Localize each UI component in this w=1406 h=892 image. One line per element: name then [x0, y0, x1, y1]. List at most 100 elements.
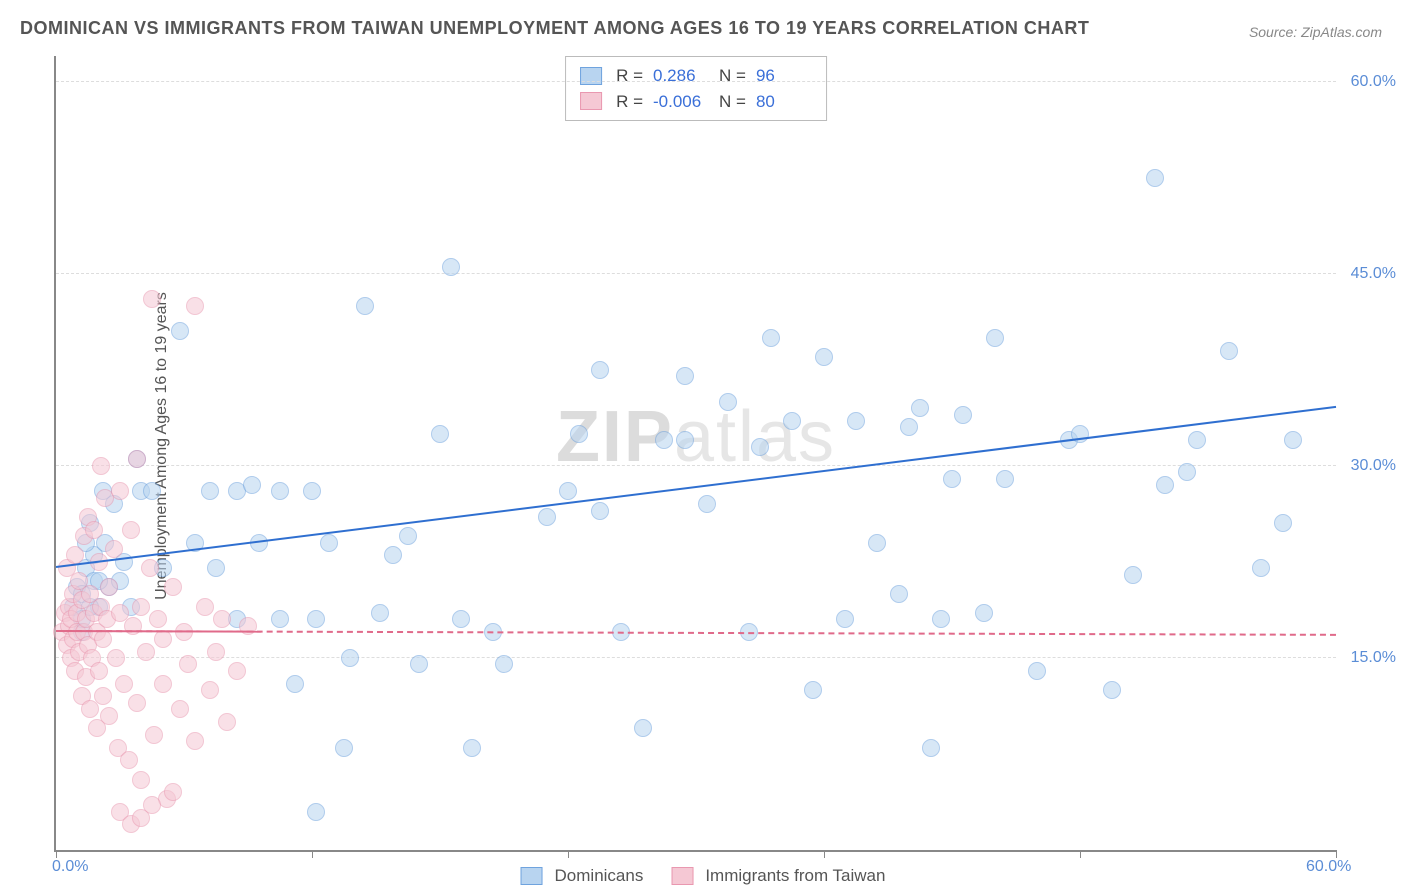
scatter-point	[154, 675, 172, 693]
legend-label-1: Dominicans	[555, 866, 644, 886]
scatter-point	[676, 431, 694, 449]
scatter-point	[975, 604, 993, 622]
scatter-point	[570, 425, 588, 443]
scatter-point	[218, 713, 236, 731]
scatter-point	[836, 610, 854, 628]
scatter-point	[943, 470, 961, 488]
scatter-point	[591, 361, 609, 379]
scatter-point	[762, 329, 780, 347]
scatter-point	[128, 694, 146, 712]
x-tick-label: 0.0%	[52, 858, 88, 876]
scatter-point	[1274, 514, 1292, 532]
scatter-point	[105, 540, 123, 558]
gridline-h	[56, 81, 1336, 82]
scatter-point	[559, 482, 577, 500]
scatter-point	[384, 546, 402, 564]
scatter-point	[591, 502, 609, 520]
legend-swatch-1	[521, 867, 543, 885]
scatter-point	[442, 258, 460, 276]
scatter-point	[655, 431, 673, 449]
bottom-legend: Dominicans Immigrants from Taiwan	[521, 866, 886, 886]
scatter-point	[201, 681, 219, 699]
y-tick-label: 60.0%	[1351, 73, 1396, 91]
stat-N-label: N =	[719, 89, 746, 115]
scatter-point	[149, 610, 167, 628]
scatter-point	[115, 675, 133, 693]
legend-swatch-2	[671, 867, 693, 885]
scatter-point	[128, 450, 146, 468]
scatter-point	[986, 329, 1004, 347]
scatter-point	[900, 418, 918, 436]
x-tick-label: 60.0%	[1306, 858, 1351, 876]
scatter-point	[186, 297, 204, 315]
scatter-point	[1284, 431, 1302, 449]
scatter-point	[1178, 463, 1196, 481]
scatter-point	[111, 482, 129, 500]
scatter-point	[1146, 169, 1164, 187]
stat-N-label: N =	[719, 63, 746, 89]
scatter-point	[100, 578, 118, 596]
scatter-point	[890, 585, 908, 603]
scatter-point	[463, 739, 481, 757]
swatch-series-2	[580, 92, 602, 110]
scatter-point	[356, 297, 374, 315]
x-tick-mark	[1336, 850, 1337, 858]
scatter-point	[271, 610, 289, 628]
stat-N-value-1: 96	[756, 63, 812, 89]
scatter-point	[341, 649, 359, 667]
scatter-point	[320, 534, 338, 552]
scatter-point	[932, 610, 950, 628]
scatter-point	[815, 348, 833, 366]
x-tick-mark	[1080, 850, 1081, 858]
legend-item-2: Immigrants from Taiwan	[671, 866, 885, 886]
stat-R-value-1: 0.286	[653, 63, 709, 89]
stat-R-value-2: -0.006	[653, 89, 709, 115]
scatter-point	[1156, 476, 1174, 494]
scatter-point	[847, 412, 865, 430]
scatter-point	[783, 412, 801, 430]
y-tick-label: 30.0%	[1351, 457, 1396, 475]
scatter-point	[207, 643, 225, 661]
scatter-point	[164, 578, 182, 596]
scatter-point	[495, 655, 513, 673]
scatter-point	[868, 534, 886, 552]
chart-title: DOMINICAN VS IMMIGRANTS FROM TAIWAN UNEM…	[20, 18, 1089, 39]
scatter-point	[85, 521, 103, 539]
scatter-point	[996, 470, 1014, 488]
scatter-point	[207, 559, 225, 577]
scatter-point	[335, 739, 353, 757]
scatter-point	[94, 630, 112, 648]
source-label: Source: ZipAtlas.com	[1249, 24, 1382, 40]
scatter-point	[201, 482, 219, 500]
scatter-point	[107, 649, 125, 667]
scatter-point	[228, 662, 246, 680]
scatter-point	[94, 687, 112, 705]
scatter-point	[676, 367, 694, 385]
scatter-point	[243, 476, 261, 494]
x-tick-mark	[568, 850, 569, 858]
scatter-point	[634, 719, 652, 737]
scatter-point	[1103, 681, 1121, 699]
scatter-point	[698, 495, 716, 513]
scatter-point	[431, 425, 449, 443]
stat-N-value-2: 80	[756, 89, 812, 115]
scatter-point	[154, 630, 172, 648]
scatter-point	[186, 732, 204, 750]
chart-plot-area: ZIPatlas R = 0.286 N = 96 R = -0.006 N =…	[54, 56, 1336, 852]
legend-label-2: Immigrants from Taiwan	[705, 866, 885, 886]
y-tick-label: 45.0%	[1351, 265, 1396, 283]
scatter-point	[179, 655, 197, 673]
stats-row-1: R = 0.286 N = 96	[580, 63, 812, 89]
scatter-point	[303, 482, 321, 500]
scatter-point	[307, 803, 325, 821]
scatter-point	[171, 322, 189, 340]
scatter-point	[286, 675, 304, 693]
scatter-point	[1220, 342, 1238, 360]
scatter-point	[213, 610, 231, 628]
scatter-point	[399, 527, 417, 545]
scatter-point	[922, 739, 940, 757]
scatter-point	[90, 662, 108, 680]
x-tick-mark	[824, 850, 825, 858]
gridline-h	[56, 657, 1336, 658]
scatter-point	[1252, 559, 1270, 577]
